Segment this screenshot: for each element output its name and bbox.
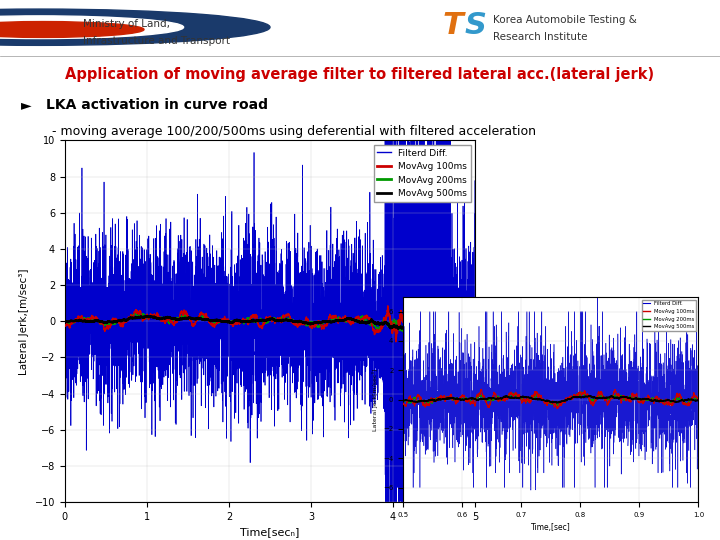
Circle shape: [0, 16, 184, 38]
Text: Ministry of Land,: Ministry of Land,: [83, 19, 170, 29]
Circle shape: [0, 22, 144, 37]
Text: Application of moving average filter to filtered lateral acc.(lateral jerk): Application of moving average filter to …: [66, 67, 654, 82]
Circle shape: [0, 9, 270, 45]
Text: Korea Automobile Testing &: Korea Automobile Testing &: [493, 15, 637, 25]
Text: S: S: [464, 11, 487, 40]
Text: Research Institute: Research Institute: [493, 32, 588, 42]
Text: Infrastructure and Transport: Infrastructure and Transport: [83, 36, 230, 46]
Text: T: T: [443, 11, 464, 40]
Text: - moving average 100/200/500ms using deferential with filtered acceleration: - moving average 100/200/500ms using def…: [53, 125, 536, 138]
X-axis label: Time,[sec]: Time,[sec]: [531, 523, 571, 532]
Y-axis label: Lateral Jerk,[m/sec³]: Lateral Jerk,[m/sec³]: [19, 268, 29, 375]
Y-axis label: Lateral Jerk[m/sec³]: Lateral Jerk[m/sec³]: [372, 368, 377, 431]
Text: LKA activation in curve road: LKA activation in curve road: [45, 98, 268, 112]
Legend: Filterd Diff., MovAvg 100ms, MovAvg 200ms, MovAvg 500ms: Filterd Diff., MovAvg 100ms, MovAvg 200m…: [642, 300, 696, 330]
X-axis label: Time[secₙ]: Time[secₙ]: [240, 528, 300, 537]
Text: ►: ►: [22, 98, 32, 112]
Legend: Filterd Diff., MovAvg 100ms, MovAvg 200ms, MovAvg 500ms: Filterd Diff., MovAvg 100ms, MovAvg 200m…: [374, 145, 471, 201]
